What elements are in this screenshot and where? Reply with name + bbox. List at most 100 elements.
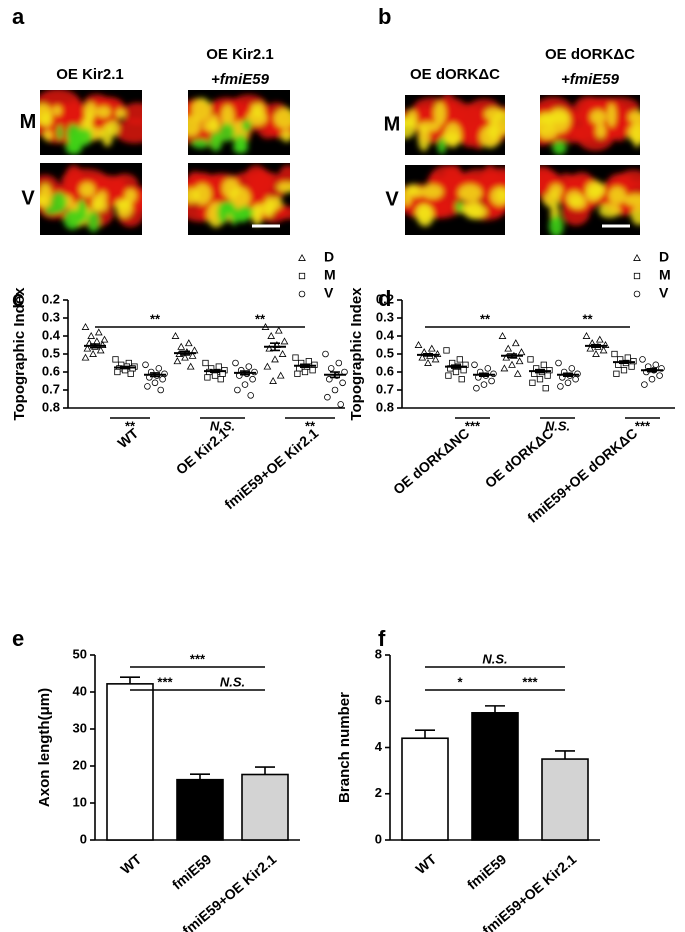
y-axis-label: Axon length(μm) bbox=[36, 688, 53, 807]
yellow-signal bbox=[540, 127, 557, 140]
square-marker bbox=[620, 367, 628, 374]
square-marker bbox=[613, 370, 620, 377]
yellow-signal bbox=[273, 108, 290, 129]
circle-marker bbox=[473, 384, 480, 392]
circle-marker bbox=[641, 381, 648, 388]
significance-label: N.S. bbox=[220, 674, 245, 689]
circle-marker bbox=[557, 383, 564, 390]
triangle-marker bbox=[599, 346, 608, 354]
yellow-signal bbox=[209, 114, 219, 133]
square-marker bbox=[127, 370, 134, 377]
triangle-marker bbox=[271, 355, 279, 363]
triangle-marker bbox=[280, 337, 289, 345]
y-tick-label: 20 bbox=[73, 757, 87, 772]
triangle-marker bbox=[93, 337, 101, 345]
micrograph-signal bbox=[188, 94, 290, 154]
panel-label: f bbox=[378, 626, 386, 651]
triangle-marker bbox=[190, 346, 199, 354]
circle-marker bbox=[656, 372, 663, 379]
triangle-marker bbox=[96, 346, 105, 354]
square-marker bbox=[633, 272, 641, 280]
yellow-signal bbox=[188, 115, 201, 137]
triangle-marker bbox=[81, 322, 90, 330]
significance-label: ** bbox=[305, 418, 316, 433]
square-marker bbox=[611, 350, 618, 358]
column-title: OE dORKΔC bbox=[545, 46, 635, 63]
triangle-marker bbox=[171, 331, 180, 339]
error-bar bbox=[180, 350, 190, 356]
yellow-signal bbox=[458, 184, 482, 202]
green-signal bbox=[455, 201, 463, 213]
yellow-signal bbox=[624, 193, 640, 207]
triangle-marker bbox=[515, 357, 524, 365]
error-bar bbox=[270, 342, 280, 352]
yellow-signal bbox=[40, 195, 48, 206]
green-signal bbox=[548, 215, 564, 235]
triangle-marker bbox=[298, 253, 306, 261]
yellow-signal bbox=[608, 186, 626, 205]
red-signal bbox=[114, 118, 142, 144]
circle-marker bbox=[151, 379, 159, 387]
x-tick-label: fmiE59+OE Kir2.1 bbox=[221, 425, 321, 513]
y-tick-label: 10 bbox=[73, 794, 87, 809]
yellow-signal bbox=[91, 200, 108, 212]
significance-label: ** bbox=[480, 311, 491, 326]
square-marker bbox=[211, 372, 219, 379]
circle-marker bbox=[568, 365, 576, 372]
square-marker bbox=[217, 376, 224, 383]
green-signal bbox=[56, 124, 63, 141]
significance-label: *** bbox=[635, 418, 651, 433]
square-marker bbox=[112, 356, 119, 363]
circle-marker bbox=[339, 379, 346, 387]
yellow-signal bbox=[276, 181, 290, 193]
green-signal bbox=[233, 134, 248, 151]
circle-marker bbox=[327, 365, 335, 372]
circle-marker bbox=[471, 361, 478, 369]
yellow-signal bbox=[40, 112, 53, 128]
bar bbox=[176, 778, 224, 841]
legend-label: D bbox=[659, 249, 669, 265]
yellow-signal bbox=[590, 109, 607, 125]
yellow-signal bbox=[191, 97, 212, 122]
circle-marker bbox=[324, 393, 331, 401]
circle-marker bbox=[564, 379, 572, 387]
square-marker bbox=[305, 358, 312, 365]
square-marker bbox=[452, 368, 460, 376]
yellow-signal bbox=[598, 203, 621, 218]
error-bar bbox=[479, 372, 489, 377]
triangle-marker bbox=[181, 353, 189, 361]
legend-label: V bbox=[659, 285, 669, 301]
error-bar bbox=[190, 773, 210, 780]
yellow-signal bbox=[467, 200, 483, 220]
legend-label: V bbox=[324, 285, 334, 301]
yellow-signal bbox=[52, 105, 62, 116]
yellow-signal bbox=[246, 110, 268, 126]
triangle-marker bbox=[414, 340, 423, 348]
triangle-marker bbox=[186, 362, 195, 370]
square-marker bbox=[204, 374, 211, 381]
micrograph-signal bbox=[40, 90, 142, 155]
y-tick-label: 0.4 bbox=[376, 327, 395, 342]
yellow-signal bbox=[416, 204, 434, 227]
triangle-marker bbox=[508, 360, 516, 368]
triangle-marker bbox=[269, 376, 277, 384]
triangle-marker bbox=[504, 344, 513, 352]
micrograph-signal bbox=[40, 164, 142, 232]
significance-label: *** bbox=[522, 674, 538, 689]
y-axis-label: Topographic Index bbox=[348, 287, 365, 421]
error-bar bbox=[507, 353, 517, 359]
y-tick-label: 6 bbox=[375, 693, 382, 708]
square-marker bbox=[529, 379, 536, 386]
y-tick-label: 30 bbox=[73, 720, 87, 735]
error-bar bbox=[240, 370, 250, 376]
x-tick-label: WT bbox=[412, 851, 439, 878]
red-signal bbox=[275, 206, 290, 220]
legend-label: D bbox=[324, 249, 334, 265]
yellow-signal bbox=[97, 190, 107, 204]
panel-label: c bbox=[12, 286, 24, 311]
triangle-marker bbox=[100, 335, 109, 343]
yellow-signal bbox=[631, 205, 640, 226]
significance-label: N.S. bbox=[545, 418, 570, 433]
circle-marker bbox=[241, 381, 249, 388]
triangle-marker bbox=[633, 253, 641, 261]
